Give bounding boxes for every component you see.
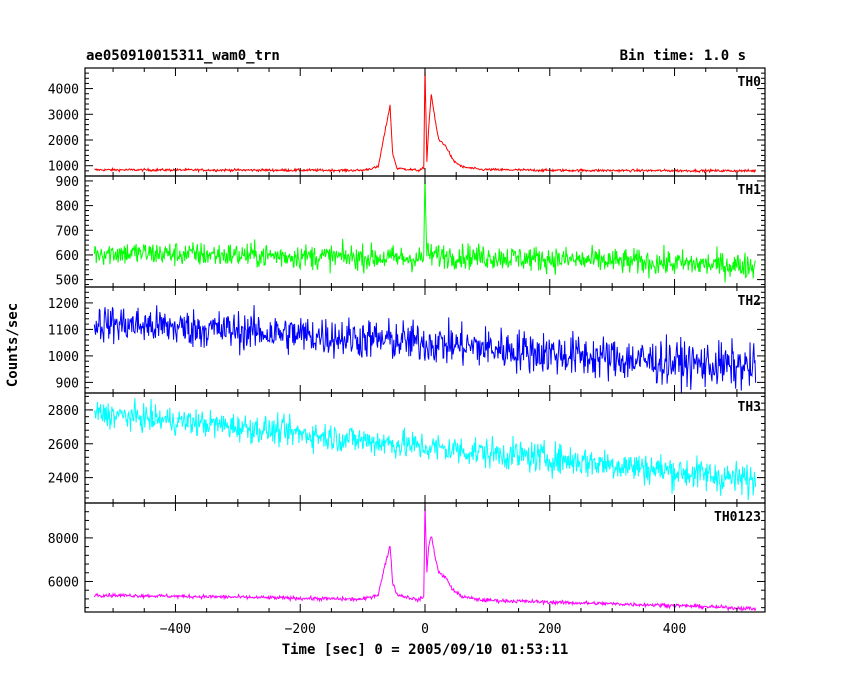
chart-title: ae050910015311_wam0_trn bbox=[86, 48, 280, 64]
y-tick-label: 1000 bbox=[48, 350, 79, 365]
x-tick-label: 0 bbox=[421, 622, 429, 637]
panel-th2: 900 1000 1100 1200 TH2 bbox=[48, 286, 766, 394]
y-tick-label: 900 bbox=[56, 175, 79, 190]
bin-time-label: Bin time: 1.0 s bbox=[620, 48, 746, 64]
x-tick-label: 400 bbox=[663, 622, 686, 637]
panels: 1000 2000 3000 4000 TH0 500 600 700 800 900 TH1 900… bbox=[48, 67, 766, 613]
panel-th3: 2400 2600 2800 TH3 bbox=[48, 392, 766, 504]
panel-label-th1: TH1 bbox=[738, 183, 762, 198]
panel-th1: 500 600 700 800 900 TH1 bbox=[56, 175, 766, 289]
y-tick-label: 2400 bbox=[48, 472, 79, 487]
panel-th0123: 6000 8000 TH0123 bbox=[48, 502, 766, 613]
series-th3 bbox=[93, 398, 757, 500]
y-tick-label: 2000 bbox=[48, 134, 79, 149]
series-th0123 bbox=[93, 503, 757, 612]
x-tick-label: −200 bbox=[285, 622, 316, 637]
y-axis-label: Counts/sec bbox=[5, 303, 21, 387]
y-tick-label: 1000 bbox=[48, 160, 79, 175]
y-tick-label: 8000 bbox=[48, 532, 79, 547]
x-axis-label: Time [sec] 0 = 2005/09/10 01:53:11 bbox=[282, 642, 569, 658]
x-tick-label: 200 bbox=[538, 622, 561, 637]
series-th0 bbox=[94, 68, 757, 174]
y-tick-label: 2600 bbox=[48, 438, 79, 453]
x-axis: −400 −200 0 200 400 bbox=[160, 622, 686, 637]
y-tick-label: 900 bbox=[56, 376, 79, 391]
panel-th0: 1000 2000 3000 4000 TH0 bbox=[48, 67, 766, 177]
y-tick-label: 2800 bbox=[48, 404, 79, 419]
panel-label-th0123: TH0123 bbox=[714, 510, 761, 525]
y-tick-label: 1200 bbox=[48, 297, 79, 312]
y-tick-label: 800 bbox=[56, 200, 79, 215]
series-th1 bbox=[93, 176, 757, 283]
panel-label-th3: TH3 bbox=[738, 400, 761, 415]
y-tick-label: 600 bbox=[56, 249, 79, 264]
y-tick-label: 6000 bbox=[48, 575, 79, 590]
y-tick-label: 3000 bbox=[48, 108, 79, 123]
series-th2 bbox=[93, 305, 757, 393]
y-tick-label: 700 bbox=[56, 224, 79, 239]
panel-frame bbox=[84, 286, 766, 394]
y-tick-label: 500 bbox=[56, 274, 79, 289]
y-tick-label: 1100 bbox=[48, 323, 79, 338]
x-tick-label: −400 bbox=[160, 622, 191, 637]
y-tick-label: 4000 bbox=[48, 83, 79, 98]
panel-label-th0: TH0 bbox=[738, 75, 762, 90]
panel-label-th2: TH2 bbox=[738, 294, 761, 309]
